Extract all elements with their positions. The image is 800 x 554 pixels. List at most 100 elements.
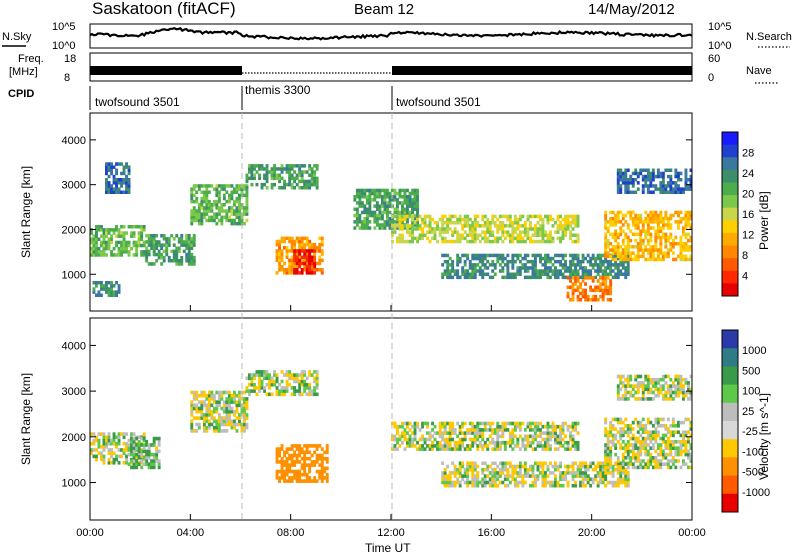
heatmap-cell xyxy=(313,463,317,467)
heatmap-cell xyxy=(536,221,540,225)
heatmap-cell xyxy=(155,240,159,244)
heatmap-cell xyxy=(406,224,409,228)
heatmap-cell xyxy=(636,251,640,255)
heatmap-cell xyxy=(295,376,299,381)
heatmap-cell xyxy=(511,256,515,261)
heatmap-cell xyxy=(428,444,432,448)
heatmap-cell xyxy=(110,281,113,285)
heatmap-cell xyxy=(488,227,492,231)
heatmap-cell xyxy=(671,251,675,255)
heatmap-cell xyxy=(616,235,620,240)
heatmap-cell xyxy=(651,390,655,395)
heatmap-cell xyxy=(426,236,429,241)
heatmap-cell xyxy=(674,384,678,388)
heatmap-cell xyxy=(100,293,103,297)
heatmap-cell xyxy=(589,272,593,276)
heatmap-cell xyxy=(353,226,357,230)
heatmap-cell xyxy=(283,386,286,390)
heatmap-cell xyxy=(659,220,663,224)
heatmap-cell xyxy=(200,184,204,188)
heatmap-cell xyxy=(589,285,593,289)
heatmap-cell xyxy=(375,213,379,218)
heatmap-cell xyxy=(478,259,482,264)
heatmap-cell xyxy=(626,245,630,249)
heatmap-cell xyxy=(599,480,603,485)
heatmap-cell xyxy=(536,440,540,445)
heatmap-cell xyxy=(215,203,219,207)
heatmap-cell xyxy=(664,456,668,460)
heatmap-cell xyxy=(110,461,113,465)
heatmap-cell xyxy=(318,444,322,448)
heatmap-cell xyxy=(569,447,572,451)
heatmap-cell xyxy=(115,240,118,245)
heatmap-cell xyxy=(586,269,590,273)
heatmap-cell xyxy=(654,393,658,398)
heatmap-cell xyxy=(115,281,118,285)
heatmap-cell xyxy=(679,238,683,243)
heatmap-cell xyxy=(222,403,226,408)
heatmap-cell xyxy=(127,181,131,185)
heatmap-cell xyxy=(300,370,304,374)
heatmap-cell xyxy=(651,433,655,438)
heatmap-cell xyxy=(107,246,111,251)
heatmap-cell xyxy=(190,425,194,430)
heatmap-cell xyxy=(210,413,214,417)
heatmap-cell xyxy=(689,210,693,215)
heatmap-cell xyxy=(220,393,224,398)
heatmap-cell xyxy=(506,467,510,472)
heatmap-cell xyxy=(571,467,575,472)
heatmap-cell xyxy=(448,424,452,429)
heatmap-cell xyxy=(619,465,623,470)
heatmap-cell xyxy=(195,406,199,411)
heatmap-cell xyxy=(162,255,166,260)
heatmap-cell xyxy=(516,239,520,244)
heatmap-cell xyxy=(192,234,196,238)
heatmap-cell xyxy=(679,178,683,182)
heatmap-cell xyxy=(468,437,472,442)
heatmap-cell xyxy=(431,447,434,451)
heatmap-cell xyxy=(217,206,221,210)
heatmap-cell xyxy=(687,456,690,460)
heatmap-cell xyxy=(456,269,460,273)
heatmap-cell xyxy=(95,435,98,440)
heatmap-cell xyxy=(523,266,527,270)
heatmap-cell xyxy=(616,393,620,398)
heatmap-cell xyxy=(576,467,580,472)
heatmap-cell xyxy=(594,474,598,478)
heatmap-cell xyxy=(651,443,655,447)
heatmap-cell xyxy=(212,406,216,411)
heatmap-cell xyxy=(295,258,299,263)
heatmap-cell xyxy=(192,397,196,401)
colorbar-tick-label: 25 xyxy=(742,406,754,418)
heatmap-cell xyxy=(641,436,645,441)
heatmap-cell xyxy=(130,246,133,251)
heatmap-cell xyxy=(621,381,625,385)
heatmap-cell xyxy=(684,462,688,466)
heatmap-cell xyxy=(453,480,457,485)
heatmap-cell xyxy=(215,419,219,424)
heatmap-cell xyxy=(606,263,610,267)
heatmap-cell xyxy=(305,447,309,451)
heatmap-cell xyxy=(278,382,281,387)
heatmap-cell xyxy=(536,464,540,469)
heatmap-cell xyxy=(541,471,545,475)
heatmap-cell xyxy=(290,460,294,464)
heatmap-cell xyxy=(501,227,505,231)
heatmap-cell xyxy=(471,431,475,435)
heatmap-cell xyxy=(393,424,397,429)
heatmap-cell xyxy=(626,390,630,395)
heatmap-cell xyxy=(283,460,286,464)
heatmap-cell xyxy=(453,474,457,478)
heatmap-cell xyxy=(423,233,427,237)
heatmap-cell xyxy=(433,221,437,225)
heatmap-cell xyxy=(574,447,577,451)
heatmap-cell xyxy=(303,186,307,190)
heatmap-cell xyxy=(130,432,133,436)
heatmap-cell xyxy=(265,176,269,181)
heatmap-cell xyxy=(569,431,572,435)
heatmap-cell xyxy=(478,239,482,244)
heatmap-cell xyxy=(290,469,294,474)
heatmap-cell xyxy=(225,403,229,408)
heatmap-cell xyxy=(373,191,377,196)
